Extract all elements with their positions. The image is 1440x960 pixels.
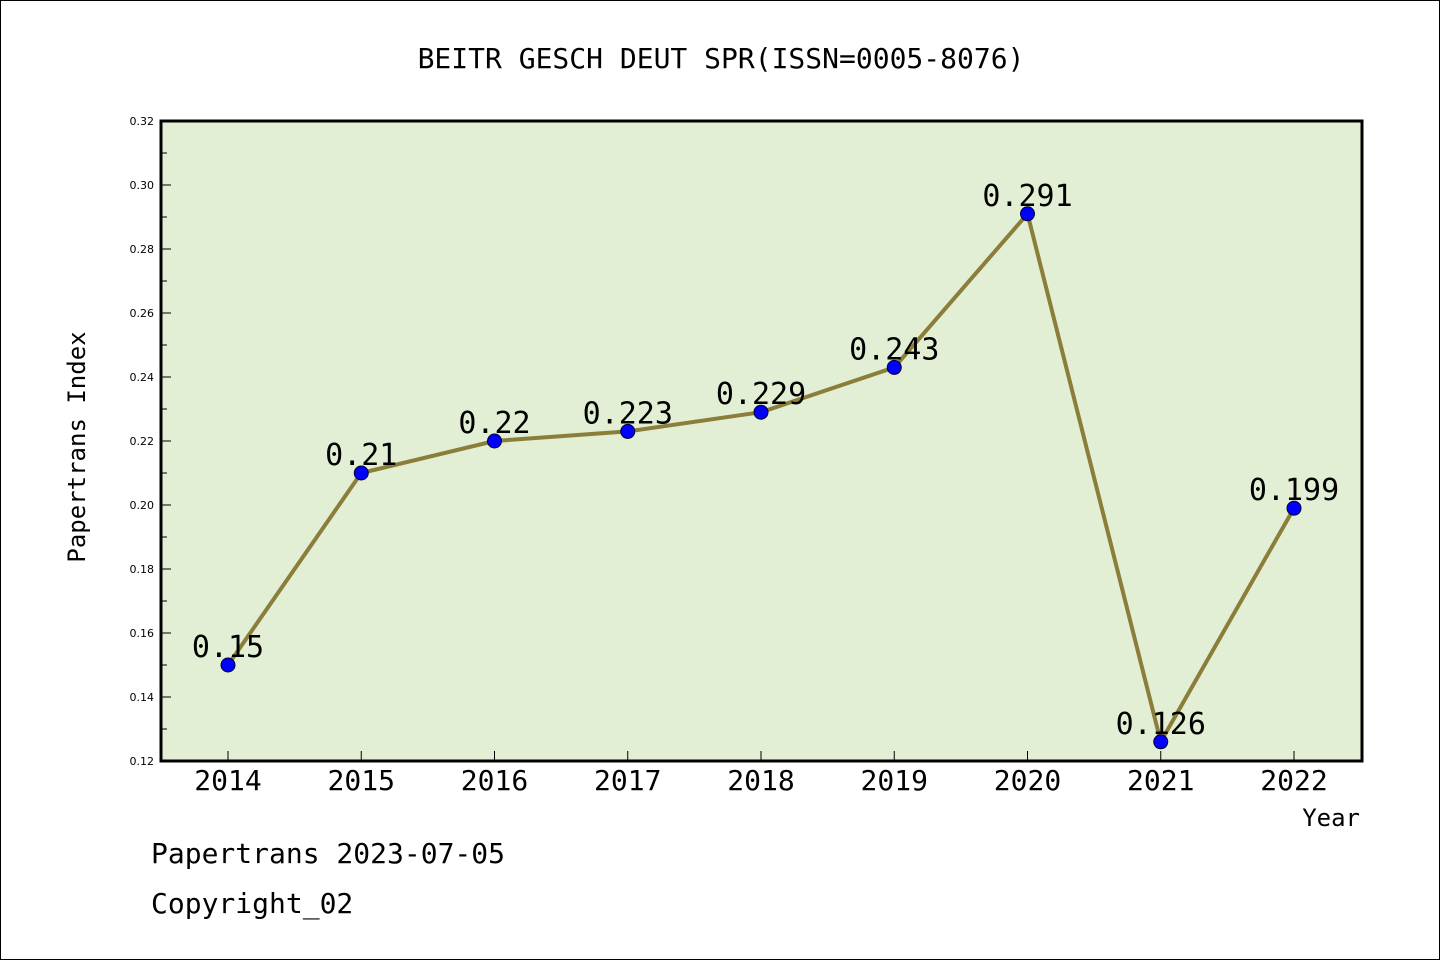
series-markers bbox=[220, 206, 1302, 750]
y-tick-label: 0.30 bbox=[130, 179, 155, 192]
x-axis-label: Year bbox=[1302, 804, 1360, 832]
x-tick-label: 2019 bbox=[861, 764, 928, 797]
y-tick-label: 0.16 bbox=[130, 627, 155, 640]
data-label: 0.126 bbox=[1116, 707, 1206, 742]
data-labels: 0.15 0.21 0.22 0.223 0.229 0.243 0.291 0.126 0.1… bbox=[192, 179, 1339, 742]
data-label: 0.223 bbox=[583, 396, 673, 431]
y-axis: 0.12 0.14 0.16 0.18 0.20 0.22 0.24 0.26 0.28 0.30… bbox=[130, 115, 171, 768]
y-tick-label: 0.26 bbox=[130, 307, 155, 320]
x-tick-label: 2021 bbox=[1127, 764, 1194, 797]
x-axis: 2014 2015 2016 2017 2018 2019 2020 2021 2022 bbox=[194, 751, 1328, 797]
data-point bbox=[1020, 206, 1035, 222]
y-tick-label: 0.28 bbox=[130, 243, 155, 256]
data-label: 0.243 bbox=[849, 332, 939, 367]
chart-title: BEITR GESCH DEUT SPR(ISSN=0005-8076) bbox=[418, 42, 1025, 75]
x-tick-label: 2022 bbox=[1260, 764, 1327, 797]
y-tick-label: 0.20 bbox=[130, 499, 155, 512]
footer-date: Papertrans 2023-07-05 bbox=[151, 837, 506, 870]
plot-border bbox=[159, 119, 1364, 763]
y-tick-label: 0.14 bbox=[130, 691, 155, 704]
y-tick-label: 0.24 bbox=[130, 371, 155, 384]
data-label: 0.291 bbox=[982, 179, 1072, 214]
y-tick-label: 0.32 bbox=[130, 115, 155, 128]
data-label: 0.229 bbox=[716, 377, 806, 412]
data-label: 0.22 bbox=[458, 406, 530, 441]
data-point bbox=[1153, 734, 1169, 750]
x-tick-label: 2016 bbox=[461, 764, 528, 797]
data-label: 0.199 bbox=[1249, 473, 1339, 508]
plot-area bbox=[161, 121, 1362, 761]
data-point bbox=[1286, 500, 1302, 516]
y-axis-label: Papertrans Index bbox=[63, 331, 91, 562]
data-label: 0.21 bbox=[325, 438, 397, 473]
x-tick-label: 2015 bbox=[328, 764, 395, 797]
x-tick-label: 2018 bbox=[727, 764, 794, 797]
x-tick-label: 2020 bbox=[994, 764, 1061, 797]
data-label: 0.15 bbox=[192, 630, 264, 665]
data-point bbox=[753, 404, 769, 420]
data-point bbox=[620, 423, 636, 439]
x-tick-label: 2014 bbox=[194, 764, 261, 797]
x-tick-label: 2017 bbox=[594, 764, 661, 797]
data-point bbox=[886, 359, 902, 375]
data-point bbox=[487, 433, 502, 449]
y-tick-label: 0.12 bbox=[130, 755, 155, 768]
y-tick-label: 0.22 bbox=[130, 435, 155, 448]
data-point bbox=[220, 657, 236, 673]
data-point bbox=[353, 465, 369, 481]
footer-copyright: Copyright_02 bbox=[151, 887, 354, 920]
y-tick-label: 0.18 bbox=[130, 563, 155, 576]
